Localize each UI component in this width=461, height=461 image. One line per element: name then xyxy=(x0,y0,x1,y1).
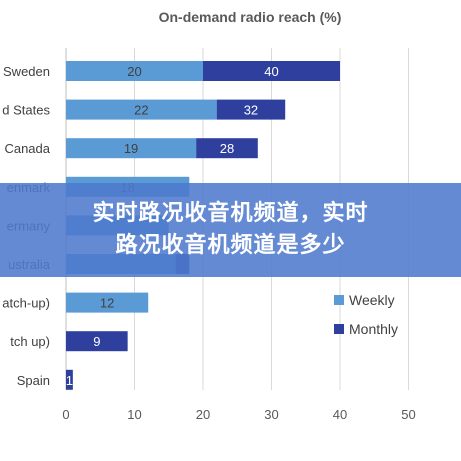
bar-monthly xyxy=(66,331,128,352)
overlay-banner: 实时路况收音机频道，实时 路况收音机频道是多少 xyxy=(0,183,461,277)
legend-swatch-monthly xyxy=(334,324,344,334)
bar-weekly xyxy=(66,138,197,159)
bar-weekly xyxy=(66,292,149,313)
data-label: 28 xyxy=(220,141,234,156)
data-label: 1 xyxy=(66,373,73,388)
data-label: 20 xyxy=(127,64,141,79)
banner-text: 实时路况收音机频道，实时 路况收音机频道是多少 xyxy=(92,198,368,262)
category-label: Spain xyxy=(17,373,50,388)
category-label: Sweden xyxy=(3,64,50,79)
data-label: 19 xyxy=(124,141,138,156)
category-label: tch up) xyxy=(10,334,50,349)
data-label: 40 xyxy=(264,64,278,79)
data-label: 9 xyxy=(93,334,100,349)
bar-monthly xyxy=(203,61,340,81)
x-tick-label: 10 xyxy=(127,407,141,422)
bar-monthly xyxy=(66,369,73,390)
bar-monthly xyxy=(196,138,258,159)
x-tick-labels: 0 10 20 30 40 50 xyxy=(62,407,415,422)
category-label: Canada xyxy=(4,141,50,156)
data-label: 12 xyxy=(100,296,114,311)
chart-title: On-demand radio reach (%) xyxy=(159,9,342,25)
x-tick-label: 30 xyxy=(264,407,278,422)
x-tick-label: 0 xyxy=(62,407,69,422)
banner-line-2: 路况收音机频道是多少 xyxy=(115,233,346,258)
bar-weekly xyxy=(66,99,217,120)
legend-swatch-weekly xyxy=(334,295,344,305)
x-tick-label: 20 xyxy=(196,407,210,422)
legend-label-weekly: Weekly xyxy=(349,292,395,308)
x-tick-label: 50 xyxy=(401,407,415,422)
legend-label-monthly: Monthly xyxy=(349,321,398,337)
legend: Weekly Monthly xyxy=(334,292,398,337)
category-label: atch-up) xyxy=(2,296,50,311)
category-label: d States xyxy=(2,103,50,118)
bar-weekly xyxy=(66,61,203,81)
bar-monthly xyxy=(216,99,286,120)
banner-line-1: 实时路况收音机频道，实时 xyxy=(92,201,369,226)
x-tick-label: 40 xyxy=(333,407,347,422)
data-label: 32 xyxy=(244,103,258,118)
data-label: 22 xyxy=(134,103,148,118)
